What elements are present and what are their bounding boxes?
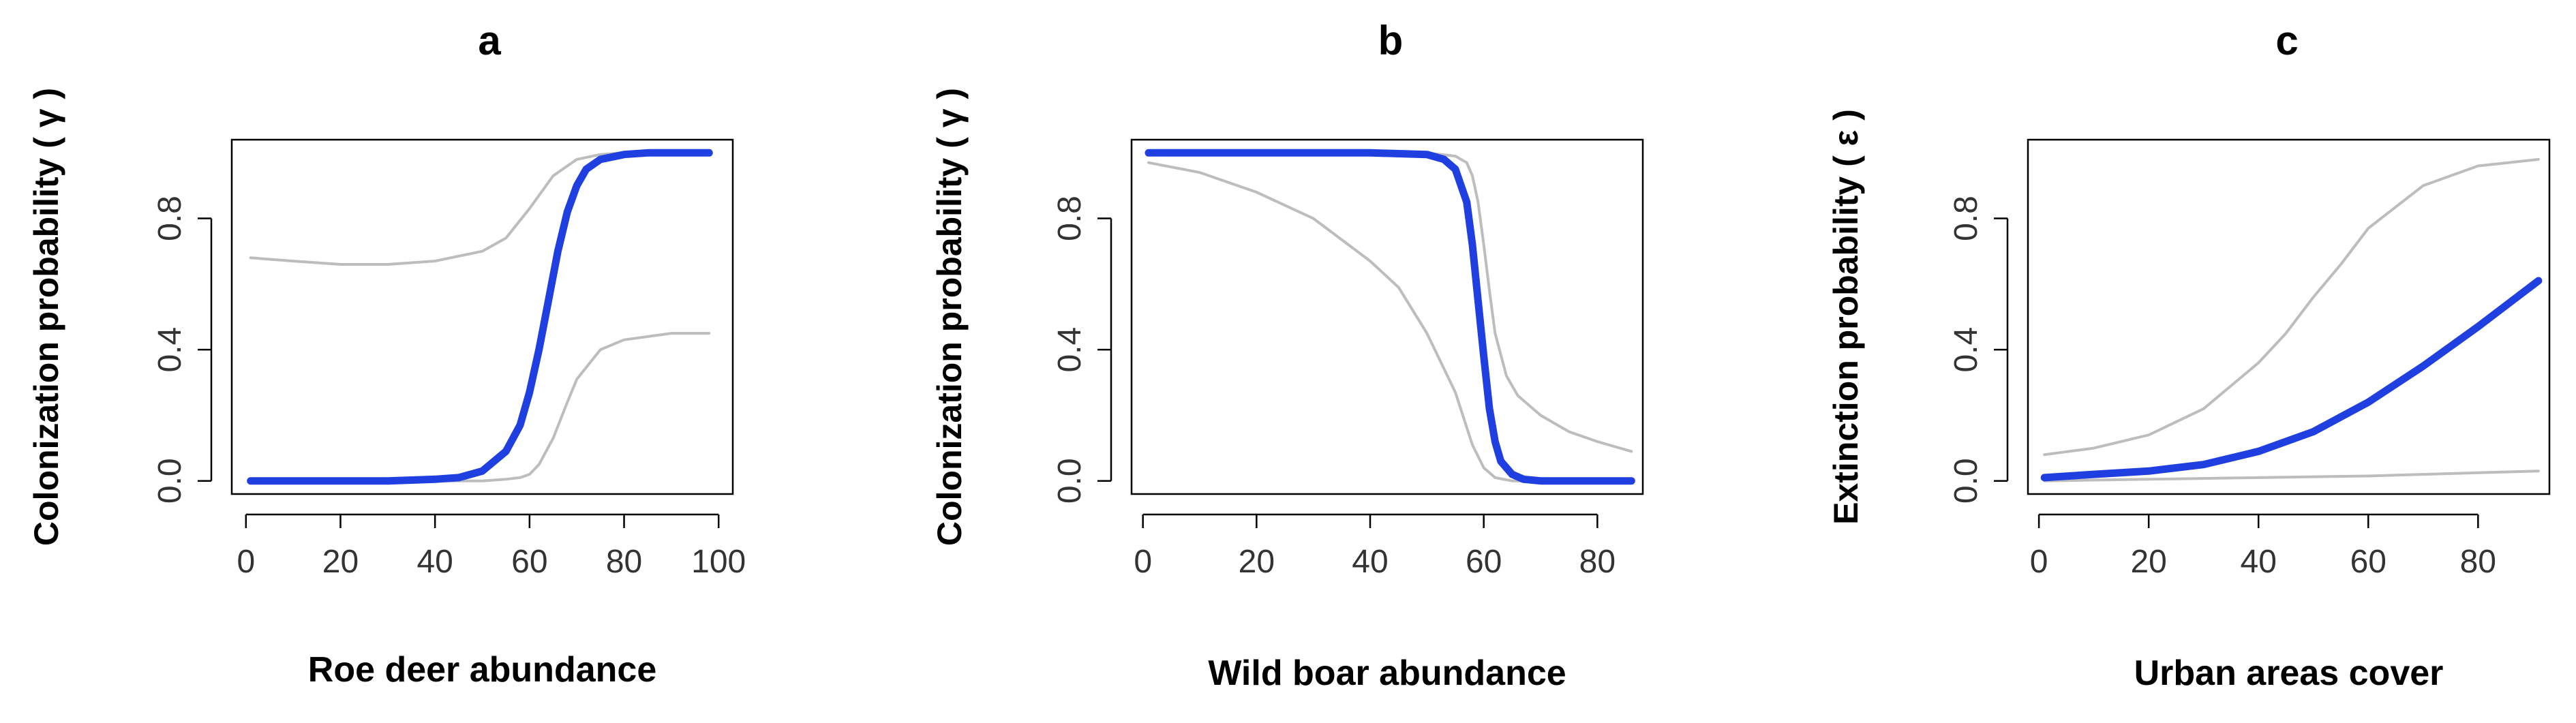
x-tick-label: 60	[2350, 544, 2386, 580]
panel-c: c 0 20 40 60 80 0.0 0.4 0.8 Urban areas cover Exti…	[1827, 18, 2551, 693]
y-axis-label: Extinction probability ( ε )	[1827, 109, 1865, 525]
y-axis-label: Colonization probability ( γ )	[930, 88, 969, 546]
panel-title: c	[2275, 18, 2298, 63]
x-tick-label: 0	[2030, 544, 2048, 580]
upper-ci-curve	[249, 151, 711, 266]
x-tick-label: 80	[2460, 544, 2496, 580]
x-tick-label: 40	[2241, 544, 2277, 580]
lower-ci-curve	[2043, 470, 2540, 482]
plot-frame	[2027, 138, 2551, 495]
x-axis-label: Roe deer abundance	[308, 650, 656, 690]
upper-ci-curve	[1147, 151, 1633, 453]
x-tick-label: 60	[1466, 544, 1502, 580]
y-tick-label: 0.0	[152, 458, 188, 504]
y-tick-label: 0.0	[1948, 458, 1984, 504]
y-tick-label: 0.4	[1052, 327, 1088, 373]
x-tick-label: 0	[237, 544, 255, 580]
panel-title: b	[1378, 18, 1404, 63]
panel-title: a	[478, 18, 501, 63]
plot-frame	[1130, 138, 1644, 495]
x-tick-label: 80	[1579, 544, 1616, 580]
fitted-curve	[2040, 277, 2543, 482]
x-axis-label: Wild boar abundance	[1208, 653, 1566, 693]
y-tick-label: 0.4	[1948, 327, 1984, 373]
plot-frame	[230, 138, 734, 495]
x-tick-label: 20	[322, 544, 359, 580]
y-tick-label: 0.4	[152, 327, 188, 373]
lower-ci-curve	[249, 332, 711, 482]
lower-ci-curve	[1147, 161, 1633, 482]
fitted-curve	[1145, 149, 1635, 485]
y-axis-label: Colonization probability ( γ )	[27, 88, 65, 546]
x-tick-label: 40	[1352, 544, 1388, 580]
fitted-curve	[247, 149, 713, 485]
x-tick-label: 0	[1134, 544, 1152, 580]
y-tick-label: 0.8	[1052, 196, 1088, 241]
x-tick-label: 100	[691, 544, 746, 580]
x-axis-label: Urban areas cover	[2134, 653, 2444, 693]
x-tick-label: 20	[2130, 544, 2166, 580]
x-tick-label: 80	[606, 544, 642, 580]
x-tick-label: 20	[1239, 544, 1275, 580]
x-tick-label: 60	[511, 544, 547, 580]
y-tick-label: 0.0	[1052, 458, 1088, 504]
y-tick-label: 0.8	[152, 196, 188, 241]
x-tick-label: 40	[416, 544, 453, 580]
panel-b: b 0 20 40 60 80 0.0 0.4 0.8 Wild boar abundance Co…	[930, 18, 1644, 693]
y-tick-label: 0.8	[1948, 196, 1984, 241]
upper-ci-curve	[2043, 157, 2540, 457]
panel-a: a 0 20 40 60 80 100 0.0 0.4 0.8 Roe deer abundance…	[27, 18, 746, 690]
